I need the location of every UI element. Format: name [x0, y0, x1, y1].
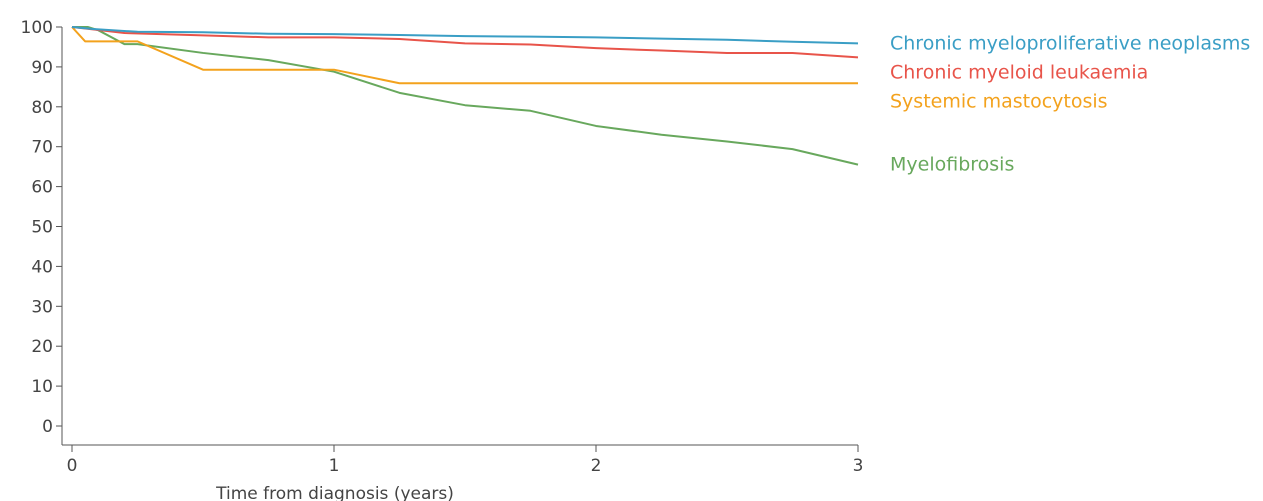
x-tick-label: 2: [591, 456, 602, 476]
series-line-chronic-myeloproliferative-neoplasms: [71, 26, 859, 45]
y-tick-label: 40: [31, 257, 53, 277]
y-tick-label: 90: [31, 58, 53, 78]
x-tick-label: 1: [329, 456, 340, 476]
x-tick-label: 0: [67, 456, 78, 476]
y-tick-label: 10: [31, 377, 53, 397]
y-tick-label: 50: [31, 218, 53, 238]
y-tick-label: 60: [31, 178, 53, 198]
axes: 0 10 20 30 40 50 60 70 80 90 100 0 1 2 3: [21, 18, 864, 476]
legend-label-myelofibrosis: Myelofibrosis: [890, 154, 1014, 176]
y-tick-label: 30: [31, 297, 53, 317]
series-line-chronic-myeloid-leukaemia: [71, 26, 859, 59]
series-lines: [71, 26, 859, 166]
x-tick-label: 3: [853, 456, 864, 476]
y-tick-label: 100: [21, 18, 53, 38]
y-tick-label: 80: [31, 98, 53, 118]
legend: Chronic myeloproliferative neoplasms Chro…: [890, 32, 1250, 175]
series-line-myelofibrosis: [72, 26, 859, 166]
y-tick-label: 70: [31, 138, 53, 158]
series-line-systemic-mastocytosis: [71, 26, 858, 85]
y-tick-label: 0: [42, 417, 53, 437]
legend-label-systemic-mastocytosis: Systemic mastocytosis: [890, 90, 1108, 112]
legend-label-chronic-myeloid-leukaemia: Chronic myeloid leukaemia: [890, 61, 1148, 83]
y-tick-label: 20: [31, 337, 53, 357]
x-axis-title: Time from diagnosis (years): [215, 484, 454, 501]
legend-label-chronic-myeloproliferative-neoplasms: Chronic myeloproliferative neoplasms: [890, 32, 1250, 54]
